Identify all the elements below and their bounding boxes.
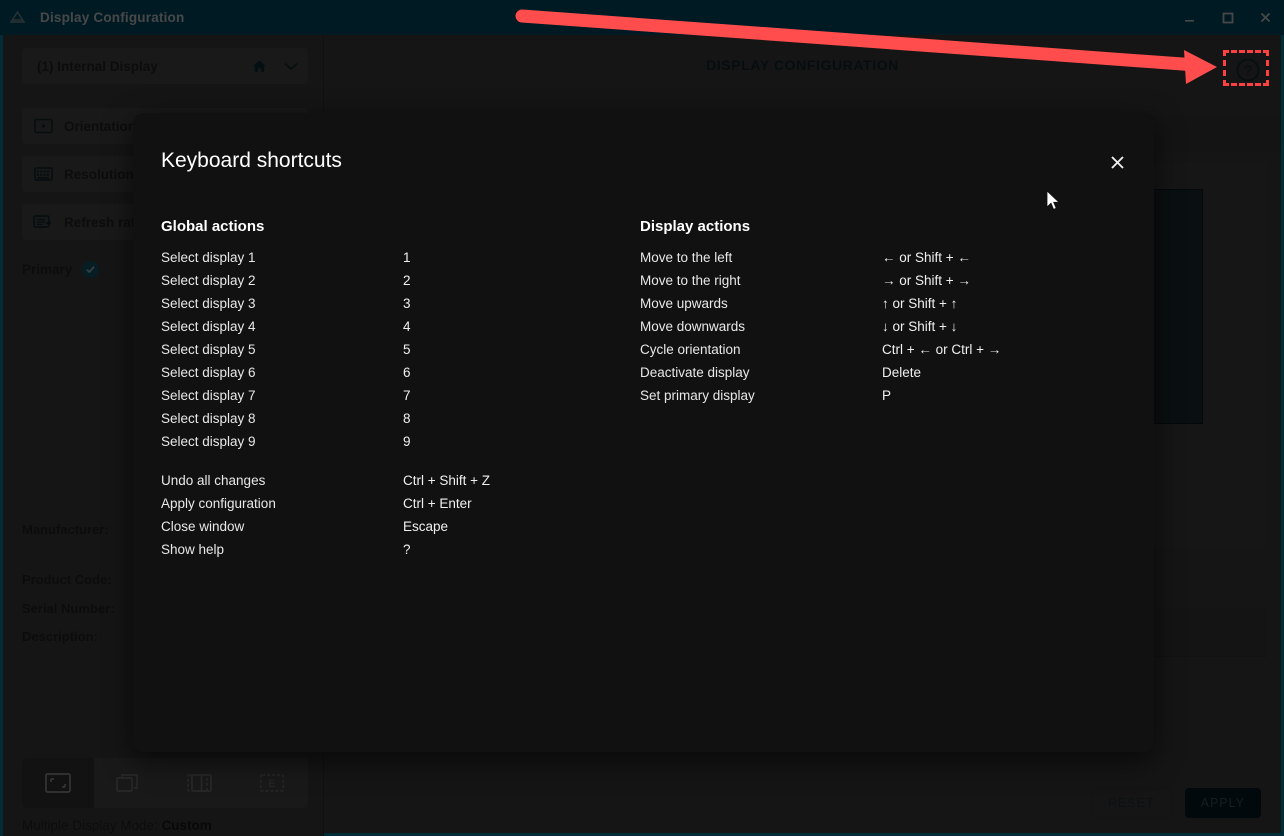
- shortcut-row: Close window Escape: [161, 515, 591, 538]
- shortcut-action: Deactivate display: [640, 365, 750, 380]
- global-actions-section: Global actions Select display 1 1 Select …: [161, 218, 591, 561]
- global-actions-heading: Global actions: [161, 218, 265, 235]
- shortcut-keys: ↑ or Shift + ↑: [882, 296, 958, 311]
- shortcut-row: Select display 8 8: [161, 407, 591, 430]
- shortcut-keys: 6: [403, 365, 411, 380]
- shortcut-keys: 5: [403, 342, 411, 357]
- shortcut-keys: 9: [403, 434, 411, 449]
- shortcut-row: Set primary display P: [640, 384, 1110, 407]
- shortcut-row: Move to the right → or Shift + →: [640, 269, 1110, 292]
- shortcut-action: Select display 9: [161, 434, 256, 449]
- shortcut-row: Select display 4 4: [161, 315, 591, 338]
- shortcut-keys: Ctrl + Shift + Z: [403, 473, 491, 488]
- shortcut-action: Select display 8: [161, 411, 256, 426]
- dialog-close-button[interactable]: [1104, 149, 1130, 175]
- shortcut-row: Move upwards ↑ or Shift + ↑: [640, 292, 1110, 315]
- display-actions-heading: Display actions: [640, 218, 751, 235]
- shortcut-row: Apply configuration Ctrl + Enter: [161, 492, 591, 515]
- shortcut-action: Move downwards: [640, 319, 746, 334]
- shortcut-action: Select display 5: [161, 342, 256, 357]
- mouse-cursor: [1046, 190, 1061, 217]
- shortcut-keys: Escape: [403, 519, 449, 534]
- shortcut-action: Cycle orientation: [640, 342, 741, 357]
- help-button-highlight: [1223, 50, 1269, 86]
- shortcut-row: Select display 6 6: [161, 361, 591, 384]
- shortcut-action: Undo all changes: [161, 473, 266, 488]
- shortcut-keys: ?: [403, 542, 411, 557]
- display-actions-section: Display actions Move to the left ← or Shi…: [640, 218, 1110, 407]
- shortcut-action: Select display 1: [161, 250, 256, 265]
- shortcut-keys: Ctrl + Enter: [403, 496, 472, 511]
- shortcut-action: Select display 4: [161, 319, 256, 334]
- shortcut-row: Select display 9 9: [161, 430, 591, 453]
- shortcut-action: Apply configuration: [161, 496, 276, 511]
- shortcut-row: Select display 1 1: [161, 246, 591, 269]
- shortcut-row: Select display 5 5: [161, 338, 591, 361]
- shortcut-keys: 2: [403, 273, 411, 288]
- shortcut-row: Move downwards ↓ or Shift + ↓: [640, 315, 1110, 338]
- keyboard-shortcuts-dialog: Keyboard shortcuts Global actions Select…: [133, 113, 1154, 752]
- shortcut-keys: 8: [403, 411, 411, 426]
- shortcut-keys: 3: [403, 296, 411, 311]
- shortcut-row: Select display 3 3: [161, 292, 591, 315]
- shortcut-keys: Delete: [882, 365, 922, 380]
- shortcut-keys: ← or Shift + ←: [882, 250, 971, 265]
- shortcut-keys: 1: [403, 250, 411, 265]
- shortcut-keys: 4: [403, 319, 411, 334]
- shortcut-row: Deactivate display Delete: [640, 361, 1110, 384]
- shortcut-keys: Ctrl + ← or Ctrl + →: [882, 342, 1002, 357]
- shortcut-action: Move to the right: [640, 273, 741, 288]
- shortcut-action: Set primary display: [640, 388, 755, 403]
- shortcut-row: Cycle orientation Ctrl + ← or Ctrl + →: [640, 338, 1110, 361]
- shortcut-action: Show help: [161, 542, 225, 557]
- shortcut-keys: 7: [403, 388, 411, 403]
- shortcut-row: Show help?: [161, 538, 591, 561]
- dialog-title: Keyboard shortcuts: [161, 149, 342, 172]
- shortcut-action: Select display 6: [161, 365, 256, 380]
- shortcut-keys: → or Shift + →: [882, 273, 971, 288]
- shortcut-keys: P: [882, 388, 892, 403]
- shortcut-action: Select display 3: [161, 296, 256, 311]
- shortcut-action: Move upwards: [640, 296, 728, 311]
- shortcut-action: Move to the left: [640, 250, 733, 265]
- shortcut-action: Select display 2: [161, 273, 256, 288]
- shortcut-row: Move to the left ← or Shift + ←: [640, 246, 1110, 269]
- shortcut-keys: ↓ or Shift + ↓: [882, 319, 958, 334]
- shortcut-row: Select display 2 2: [161, 269, 591, 292]
- shortcut-gap: [161, 453, 591, 469]
- shortcut-row: Undo all changes Ctrl + Shift + Z: [161, 469, 591, 492]
- shortcut-row: Select display 7 7: [161, 384, 591, 407]
- shortcut-action: Close window: [161, 519, 245, 534]
- shortcut-action: Select display 7: [161, 388, 256, 403]
